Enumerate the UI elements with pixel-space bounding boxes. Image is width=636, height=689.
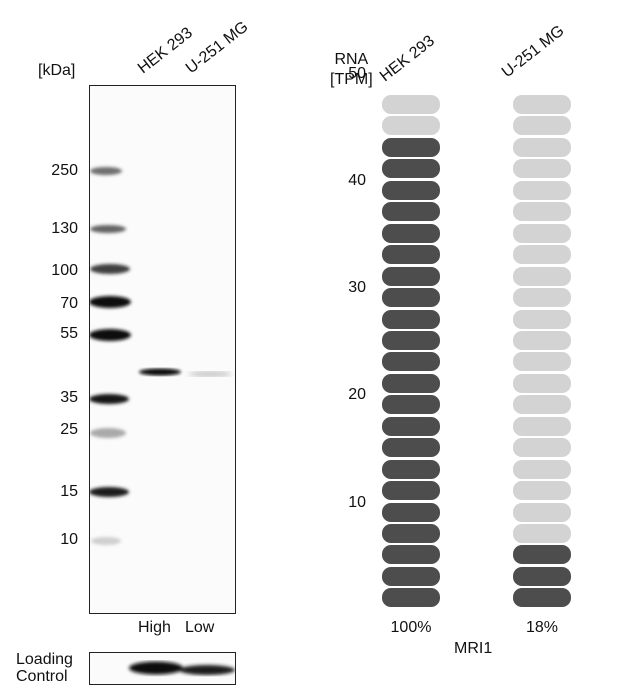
ladder-band-70 bbox=[89, 296, 131, 308]
ladder-band-35 bbox=[89, 394, 129, 404]
kda-unit-label: [kDa] bbox=[38, 62, 76, 79]
ladder-label-70: 70 bbox=[60, 295, 78, 312]
rna-segment-u-251-mg-6 bbox=[513, 481, 571, 501]
ladder-band-15 bbox=[89, 487, 129, 497]
hek293-band bbox=[139, 368, 181, 376]
rna-segment-u-251-mg-16 bbox=[513, 266, 571, 286]
u251mg-band bbox=[188, 371, 232, 377]
rna-segment-u-251-mg-22 bbox=[513, 137, 571, 157]
rna-segment-hek-293-15 bbox=[382, 288, 440, 308]
lane-label-u251mg: U-251 MG bbox=[182, 18, 252, 78]
rna-segment-u-251-mg-9 bbox=[513, 416, 571, 436]
rna-category-u251mg: U-251 MG bbox=[498, 22, 568, 82]
rna-segment-u-251-mg-5 bbox=[513, 502, 571, 522]
rna-segment-u-251-mg-19 bbox=[513, 202, 571, 222]
western-blot-image bbox=[89, 85, 236, 614]
rna-segment-u-251-mg-21 bbox=[513, 159, 571, 179]
rna-segment-hek-293-6 bbox=[382, 481, 440, 501]
loading-band-hek293 bbox=[129, 661, 183, 675]
rna-segment-hek-293-24 bbox=[382, 95, 440, 114]
ladder-band-25 bbox=[90, 428, 126, 438]
loading-band-u251mg bbox=[179, 665, 235, 675]
rna-title-line1: RNA bbox=[334, 51, 369, 68]
rna-segment-hek-293-10 bbox=[382, 395, 440, 415]
ladder-label-130: 130 bbox=[51, 220, 78, 237]
ladder-band-100 bbox=[90, 264, 130, 274]
rna-segment-u-251-mg-17 bbox=[513, 245, 571, 265]
ladder-bands bbox=[89, 167, 131, 545]
ladder-label-25: 25 bbox=[60, 421, 78, 438]
loading-control-image bbox=[89, 652, 236, 685]
rna-title: RNA [TPM] bbox=[330, 50, 373, 90]
rna-segment-hek-293-11 bbox=[382, 373, 440, 393]
rna-segment-hek-293-22 bbox=[382, 137, 440, 157]
ladder-band-55 bbox=[89, 329, 131, 341]
rna-category-hek293: HEK 293 bbox=[376, 32, 438, 86]
rna-segment-hek-293-3 bbox=[382, 545, 440, 565]
ladder-label-250: 250 bbox=[51, 162, 78, 179]
rna-segment-hek-293-4 bbox=[382, 524, 440, 543]
level-high: High bbox=[138, 619, 171, 636]
rna-segment-hek-293-18 bbox=[382, 223, 440, 243]
ladder-label-100: 100 bbox=[51, 262, 78, 279]
ladder-band-130 bbox=[90, 225, 126, 233]
ladder-label-15: 15 bbox=[60, 483, 78, 500]
ladder-label-10: 10 bbox=[60, 531, 78, 548]
rna-segment-u-251-mg-7 bbox=[513, 459, 571, 479]
rna-segment-hek-293-12 bbox=[382, 352, 440, 372]
rna-segment-u-251-mg-15 bbox=[513, 288, 571, 308]
rna-segment-hek-293-2 bbox=[382, 566, 440, 586]
rna-y-tick-50: 50 bbox=[348, 64, 366, 82]
rna-segment-hek-293-5 bbox=[382, 502, 440, 522]
gene-name: MRI1 bbox=[454, 640, 493, 657]
percent-u251mg: 18% bbox=[525, 619, 559, 636]
rna-segment-u-251-mg-4 bbox=[513, 524, 571, 543]
ladder-band-10 bbox=[91, 537, 121, 545]
rna-segment-hek-293-21 bbox=[382, 159, 440, 179]
sample-bands bbox=[139, 368, 232, 377]
rna-segment-hek-293-16 bbox=[382, 266, 440, 286]
rna-segment-u-251-mg-10 bbox=[513, 395, 571, 415]
ladder-label-55: 55 bbox=[60, 325, 78, 342]
rna-segment-hek-293-17 bbox=[382, 245, 440, 265]
rna-segment-u-251-mg-11 bbox=[513, 373, 571, 393]
rna-segment-u-251-mg-3 bbox=[513, 545, 571, 565]
rna-segment-hek-293-9 bbox=[382, 416, 440, 436]
rna-segment-hek-293-8 bbox=[382, 438, 440, 458]
percent-hek293: 100% bbox=[390, 619, 432, 636]
blot-bands bbox=[89, 167, 232, 545]
loading-control-label: Loading Control bbox=[16, 651, 73, 685]
rna-segment-u-251-mg-2 bbox=[513, 566, 571, 586]
rna-segment-u-251-mg-23 bbox=[513, 116, 571, 136]
rna-segment-u-251-mg-12 bbox=[513, 352, 571, 372]
rna-segment-hek-293-13 bbox=[382, 330, 440, 350]
rna-segment-hek-293-20 bbox=[382, 180, 440, 200]
rna-segment-hek-293-14 bbox=[382, 309, 440, 329]
rna-column-hek293 bbox=[382, 95, 440, 608]
rna-title-line2: [TPM] bbox=[330, 71, 373, 88]
rna-segment-hek-293-1 bbox=[382, 588, 440, 608]
loading-control-bands bbox=[129, 661, 235, 675]
rna-y-tick-40: 40 bbox=[348, 171, 366, 189]
rna-segment-u-251-mg-14 bbox=[513, 309, 571, 329]
rna-segment-u-251-mg-18 bbox=[513, 223, 571, 243]
ladder-label-35: 35 bbox=[60, 389, 78, 406]
rna-segment-hek-293-7 bbox=[382, 459, 440, 479]
rna-segment-hek-293-19 bbox=[382, 202, 440, 222]
rna-y-tick-20: 20 bbox=[348, 386, 366, 404]
rna-segment-hek-293-23 bbox=[382, 116, 440, 136]
rna-segment-u-251-mg-8 bbox=[513, 438, 571, 458]
loading-control-line2: Control bbox=[16, 668, 68, 685]
rna-y-tick-10: 10 bbox=[348, 493, 366, 511]
rna-column-u251mg bbox=[513, 95, 571, 608]
rna-segment-u-251-mg-13 bbox=[513, 330, 571, 350]
rna-segment-u-251-mg-24 bbox=[513, 95, 571, 114]
loading-control-line1: Loading bbox=[16, 651, 73, 668]
rna-segment-u-251-mg-1 bbox=[513, 588, 571, 608]
ladder-band-250 bbox=[90, 167, 122, 175]
rna-y-tick-30: 30 bbox=[348, 279, 366, 297]
level-low: Low bbox=[185, 619, 215, 636]
rna-segment-u-251-mg-20 bbox=[513, 180, 571, 200]
